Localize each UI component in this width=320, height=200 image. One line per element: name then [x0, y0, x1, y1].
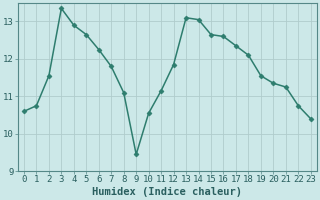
- X-axis label: Humidex (Indice chaleur): Humidex (Indice chaleur): [92, 187, 242, 197]
